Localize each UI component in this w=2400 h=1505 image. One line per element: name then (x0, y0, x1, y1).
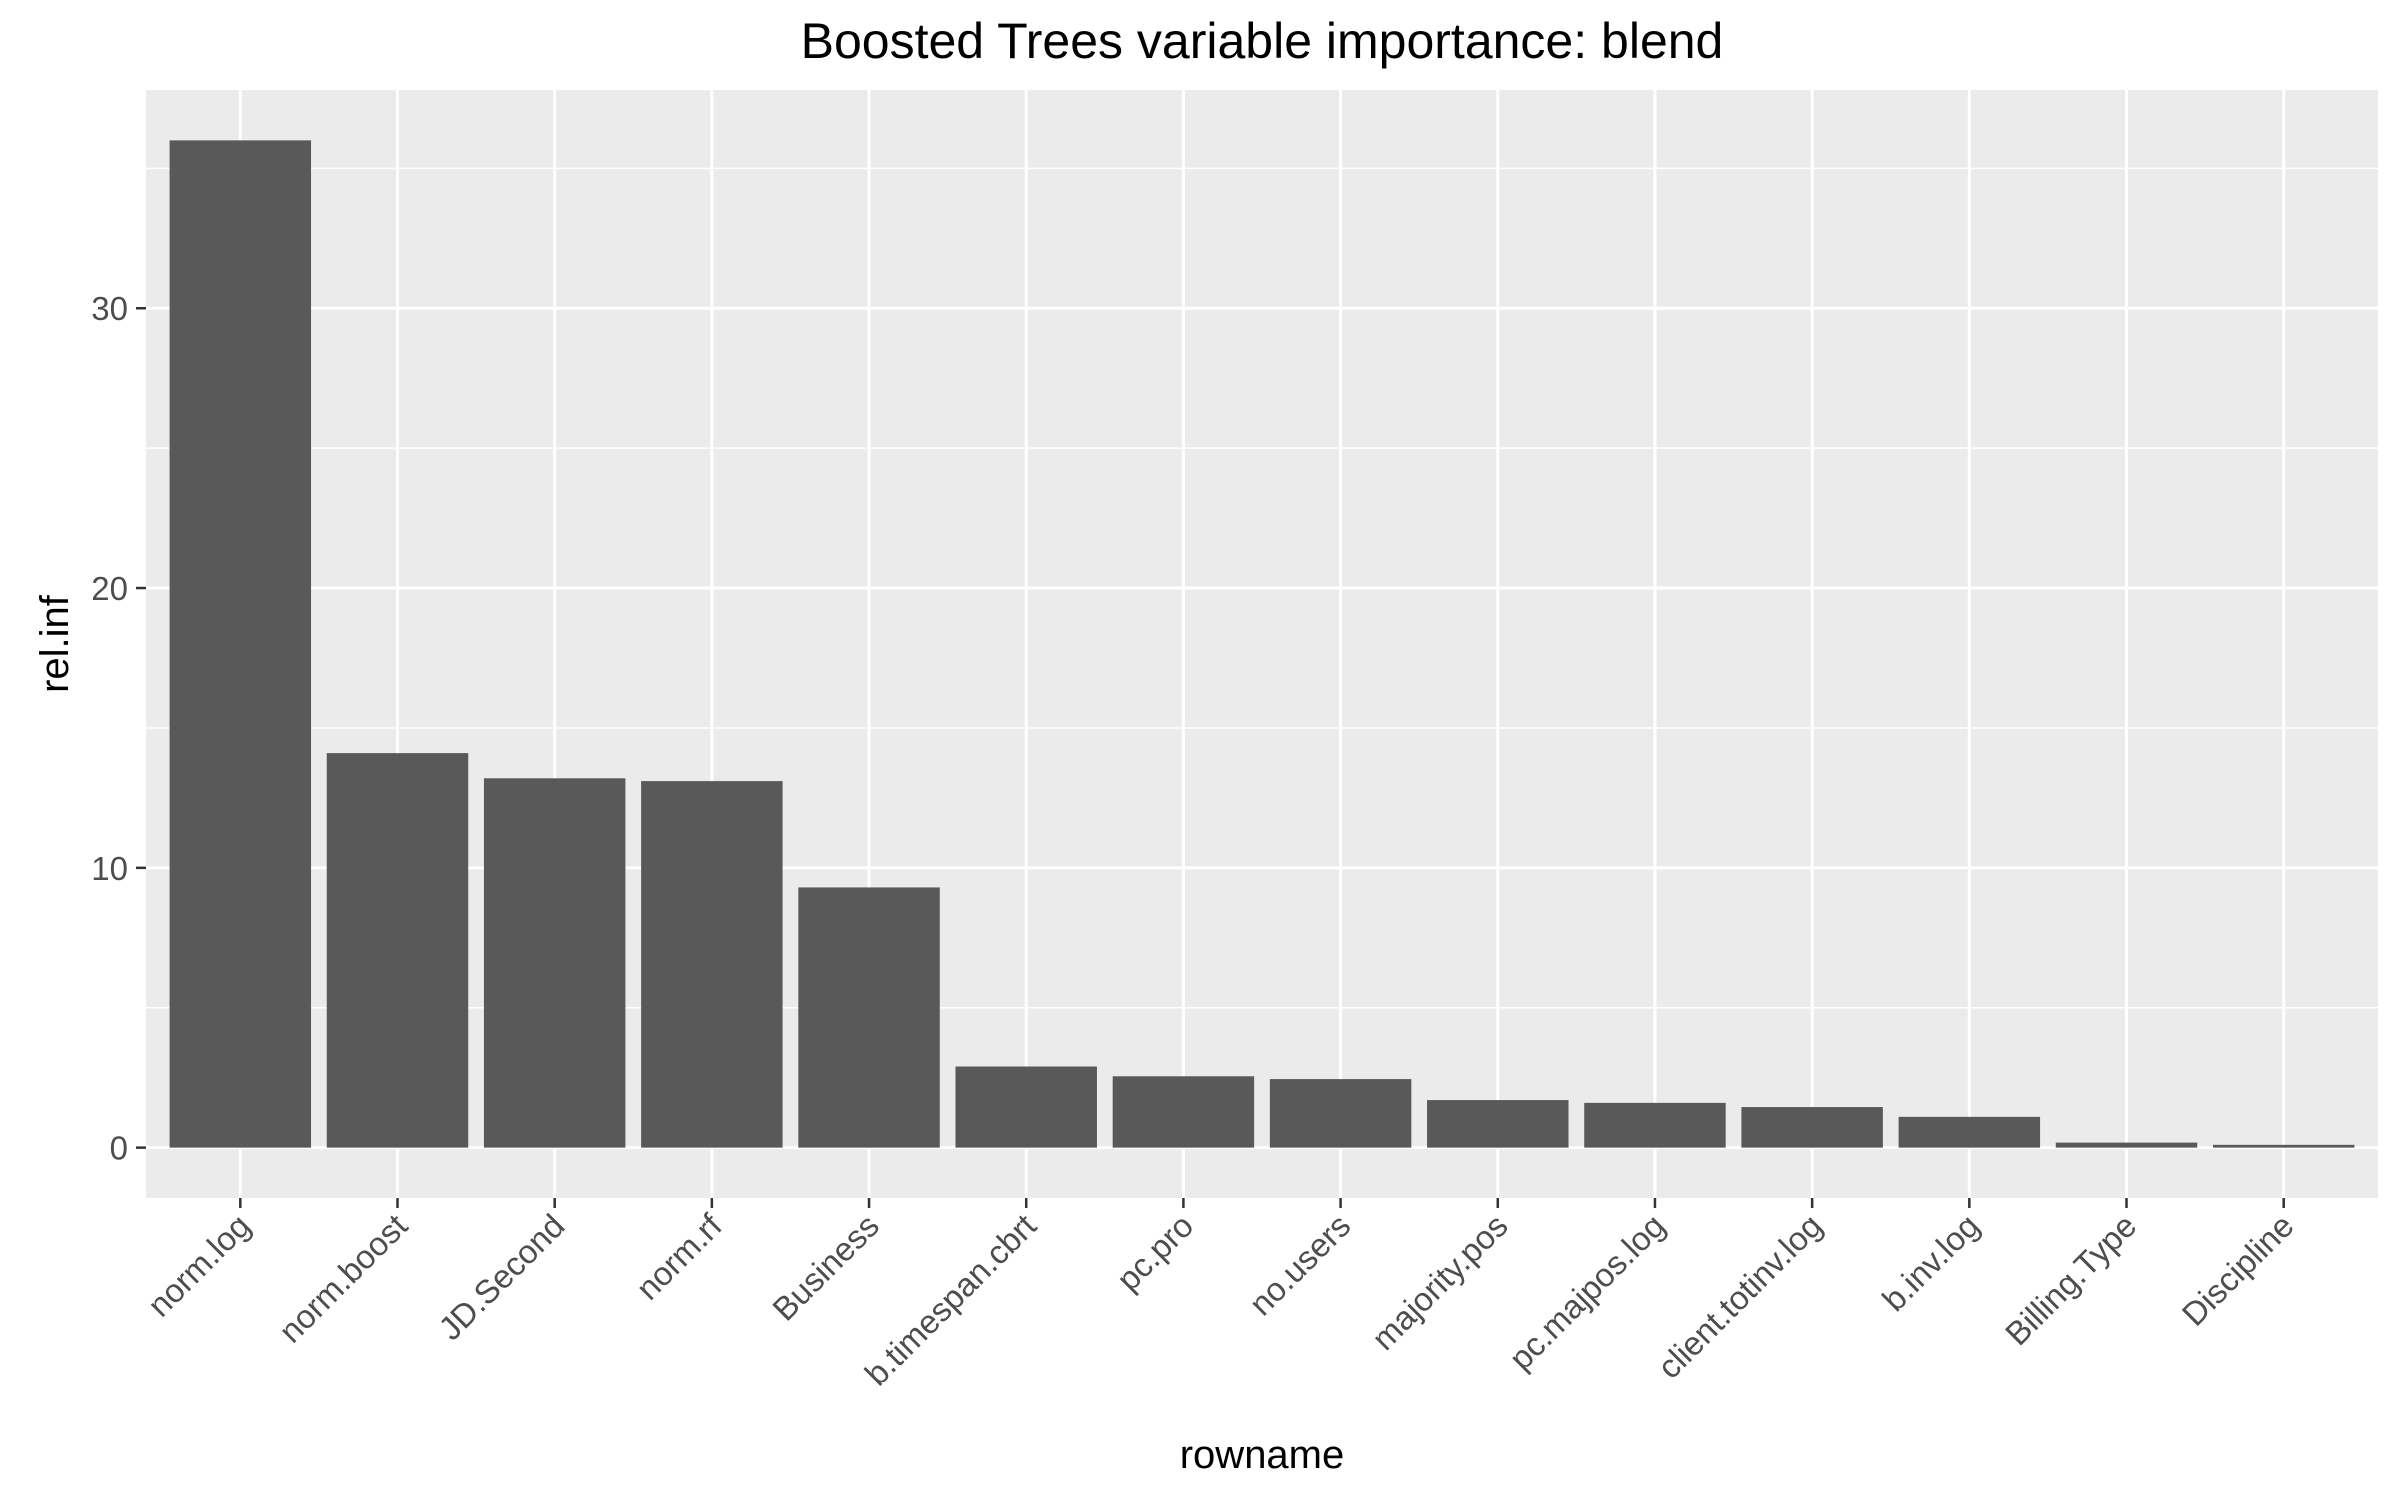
x-tick-label: Discipline (2175, 1207, 2301, 1333)
x-tick-label: Billing.Type (1998, 1207, 2143, 1352)
y-axis: 0 10 20 30 (91, 290, 146, 1167)
x-tick-label: norm.log (140, 1207, 257, 1324)
plot-panel (146, 90, 2378, 1198)
x-tick-label: pc.majpos.log (1502, 1207, 1672, 1377)
y-tick-label: 10 (91, 850, 128, 887)
bar-norm.rf (641, 781, 783, 1148)
minor-gridlines (146, 167, 2378, 1009)
x-tick-label: no.users (1242, 1207, 1358, 1323)
bar-majority.pos (1427, 1100, 1569, 1148)
y-tick-label: 30 (91, 290, 128, 327)
y-tick-label: 0 (110, 1130, 128, 1167)
bar-norm.log (169, 140, 312, 1148)
bar-client.totinv.log (1741, 1107, 1883, 1148)
x-tick-label: b.inv.log (1875, 1207, 1986, 1318)
bar-b.inv.log (1898, 1116, 2041, 1148)
x-tick-label: pc.pro (1109, 1207, 1200, 1298)
bar-Billing.Type (2055, 1142, 2198, 1148)
x-tick-label: b.timespan.cbrt (857, 1207, 1043, 1393)
x-axis: norm.log norm.boost JD.Second norm.rf Busine… (140, 1198, 2301, 1393)
bar-b.timespan.cbrt (955, 1066, 1097, 1148)
bar-pc.majpos.log (1584, 1102, 1726, 1148)
bar-Business (798, 887, 940, 1148)
x-tick-label: majority.pos (1364, 1207, 1514, 1357)
bar-norm.boost (326, 753, 469, 1148)
x-tick-label: client.totinv.log (1650, 1207, 1829, 1386)
y-tick-label: 20 (91, 570, 128, 607)
bar-no.users (1269, 1079, 1412, 1148)
bar-pc.pro (1112, 1076, 1255, 1148)
bars (169, 140, 2355, 1148)
bar-Discipline (2212, 1144, 2355, 1148)
x-axis-title: rowname (1180, 1433, 1345, 1477)
chart-title: Boosted Trees variable importance: blend (801, 13, 1724, 69)
x-tick-label: norm.boost (272, 1207, 415, 1350)
x-tick-label: JD.Second (431, 1207, 571, 1347)
x-tick-label: norm.rf (629, 1206, 730, 1307)
x-tick-label: Business (765, 1207, 886, 1328)
y-axis-title: rel.inf (33, 594, 77, 693)
bar-JD.Second (483, 778, 626, 1148)
